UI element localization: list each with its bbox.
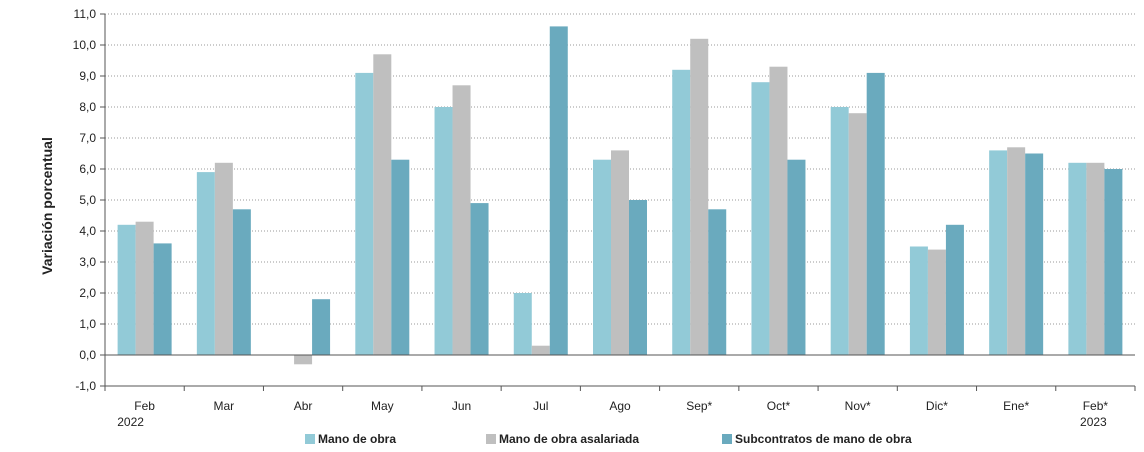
x-tick-label: Abr (294, 399, 313, 413)
y-tick-label: 9,0 (79, 69, 96, 83)
bar (434, 107, 453, 355)
legend-swatch (486, 434, 496, 444)
y-axis-ticks: -1,0 0,0 1,0 2,0 3,0 4,0 5,0 6,0 7,0 8,0 9,0 10,0 11… (73, 7, 105, 393)
bar (549, 26, 568, 356)
x-tick-label: Feb (134, 399, 155, 413)
bar (1086, 162, 1105, 355)
x-tick-label: Ene* (1003, 399, 1029, 413)
legend-label: Mano de obra asalariada (499, 432, 639, 446)
bar (751, 82, 770, 355)
bar (927, 249, 946, 355)
year-label: 2022 (117, 415, 144, 429)
x-tick-label: May (371, 399, 394, 413)
bar (866, 72, 885, 356)
bar (153, 243, 172, 355)
legend: Mano de obra Mano de obra asalariada Subco… (305, 432, 912, 446)
bar (690, 38, 709, 356)
bar (135, 221, 154, 355)
bar (708, 209, 727, 355)
bar (945, 224, 964, 355)
x-tick-label: Sep* (686, 399, 712, 413)
x-tick-label: Jul (533, 399, 548, 413)
bar (989, 150, 1008, 355)
bar (470, 203, 489, 355)
bar (312, 299, 331, 355)
y-tick-label: 4,0 (79, 224, 96, 238)
bar (848, 113, 867, 355)
legend-label: Subcontratos de mano de obra (735, 432, 912, 446)
legend-label: Mano de obra (318, 432, 396, 446)
y-tick-label: 5,0 (79, 193, 96, 207)
bar (1068, 162, 1087, 355)
bar (391, 159, 410, 355)
bar (830, 107, 849, 355)
x-tick-label: Oct* (767, 399, 791, 413)
bar (196, 172, 215, 355)
bar (373, 54, 392, 356)
bar (232, 209, 251, 355)
axes (104, 14, 1136, 391)
y-tick-label: 2,0 (79, 286, 96, 300)
bar (909, 246, 928, 355)
y-tick-label: 10,0 (73, 38, 97, 52)
y-tick-label: 0,0 (79, 348, 96, 362)
legend-swatch (722, 434, 732, 444)
bar (1007, 147, 1026, 355)
y-tick-label: 11,0 (74, 7, 97, 21)
y-tick-label: 3,0 (79, 255, 96, 269)
bar (611, 150, 629, 355)
bar (214, 162, 233, 355)
legend-swatch (305, 434, 315, 444)
bar (787, 159, 806, 355)
x-tick-label: Nov* (845, 399, 871, 413)
bar (452, 85, 471, 356)
bar (1104, 169, 1123, 355)
bars (117, 26, 1123, 365)
bar (531, 345, 550, 355)
bar (294, 355, 313, 365)
y-axis-label: Variación porcentual (39, 137, 55, 275)
x-tick-label: Jun (452, 399, 471, 413)
year-label: 2023 (1080, 415, 1107, 429)
y-tick-label: 8,0 (79, 100, 96, 114)
x-tick-label: Ago (609, 399, 631, 413)
x-tick-label: Dic* (926, 399, 948, 413)
bar (629, 200, 647, 355)
y-tick-label: 1,0 (79, 317, 96, 331)
bar (117, 224, 136, 355)
bar (513, 293, 532, 355)
bar (355, 72, 374, 356)
bar (593, 159, 611, 355)
bar (1025, 153, 1044, 355)
y-tick-label: 6,0 (79, 162, 96, 176)
x-tick-label: Mar (214, 399, 235, 413)
x-tick-label: Feb* (1083, 399, 1109, 413)
x-axis-ticks: Feb Mar Abr May Jun Jul Ago Sep* Oct* Nov* Dic* Ene… (117, 399, 1108, 429)
y-tick-label: 7,0 (79, 131, 96, 145)
bar (672, 69, 691, 356)
bar (769, 66, 788, 355)
y-tick-label: -1,0 (75, 379, 96, 393)
